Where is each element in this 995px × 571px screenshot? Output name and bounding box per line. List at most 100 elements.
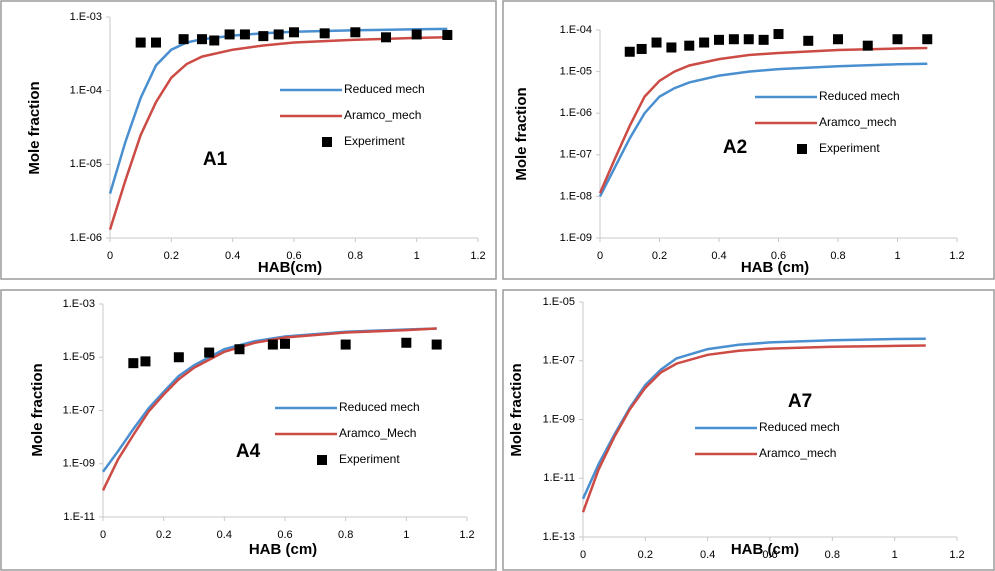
y-tick-label: 1.E-11 <box>543 472 575 484</box>
x-tick-label: 0.2 <box>156 529 171 541</box>
data-point <box>651 37 662 48</box>
x-tick-label: 1 <box>403 529 409 541</box>
x-tick-label: 0 <box>100 529 106 541</box>
data-point <box>758 34 769 45</box>
data-point <box>401 337 412 348</box>
y-tick-label: 1.E-06 <box>70 232 102 244</box>
x-tick-label: 0.4 <box>711 250 726 262</box>
x-tick-label: 1 <box>892 549 898 561</box>
y-tick-label: 1.E-03 <box>70 11 102 23</box>
data-point <box>140 356 151 367</box>
legend-marker <box>797 144 807 154</box>
data-point <box>224 29 235 40</box>
legend-label: Experiment <box>339 452 400 466</box>
x-tick-label: 0.6 <box>771 250 786 262</box>
x-tick-label: 0.2 <box>652 250 667 262</box>
data-point <box>833 34 843 45</box>
x-axis-title: HAB (cm) <box>741 259 809 276</box>
x-tick-label: 0.4 <box>225 250 240 262</box>
y-tick-label: 1.E-05 <box>63 351 95 363</box>
panel-frame <box>502 289 995 571</box>
y-tick-label: 1.E-07 <box>560 149 592 161</box>
annotation: A2 <box>723 137 747 158</box>
y-tick-label: 1.E-09 <box>63 458 95 470</box>
data-point <box>178 34 189 45</box>
y-axis-title: Mole fraction <box>513 87 530 180</box>
data-point <box>773 29 784 40</box>
data-point <box>862 40 873 51</box>
data-point <box>442 29 453 40</box>
data-point <box>289 27 299 38</box>
x-tick-label: 0 <box>580 549 586 561</box>
x-tick-label: 1.2 <box>459 529 474 541</box>
x-tick-label: 0.8 <box>830 250 845 262</box>
panel-frame <box>502 0 995 280</box>
data-point <box>666 42 677 53</box>
x-tick-label: 1 <box>894 250 900 262</box>
data-point <box>128 358 139 369</box>
x-tick-label: 0.6 <box>277 529 292 541</box>
data-point <box>173 352 184 363</box>
y-axis-title: Mole fraction <box>29 363 46 456</box>
x-tick-label: 0.2 <box>164 250 179 262</box>
x-tick-label: 1 <box>414 250 420 262</box>
data-point <box>204 347 215 358</box>
x-tick-label: 0.6 <box>286 250 301 262</box>
data-point <box>624 46 635 57</box>
legend-marker <box>322 137 332 147</box>
y-axis-title: Mole fraction <box>508 363 525 456</box>
y-tick-label: 1.E-04 <box>70 85 102 97</box>
legend-label: Reduced mech <box>759 420 840 434</box>
legend-label: Aramco_mech <box>344 108 421 122</box>
y-tick-label: 1.E-09 <box>560 232 592 244</box>
data-point <box>728 34 739 45</box>
data-point <box>350 27 361 38</box>
data-point <box>636 43 647 54</box>
legend-label: Reduced mech <box>819 89 900 103</box>
y-tick-label: 1.E-13 <box>543 531 575 543</box>
x-tick-label: 0 <box>597 250 603 262</box>
data-point <box>319 28 330 39</box>
y-tick-label: 1.E-11 <box>63 511 95 523</box>
y-tick-label: 1.E-07 <box>543 355 575 367</box>
data-point <box>411 29 422 40</box>
y-tick-label: 1.E-05 <box>543 296 575 308</box>
data-point <box>267 339 278 350</box>
line-series <box>598 62 928 197</box>
legend-label: Experiment <box>344 134 405 148</box>
data-point <box>197 34 207 45</box>
x-axis-title: HAB (cm) <box>249 541 317 558</box>
x-tick-label: 0.2 <box>638 549 653 561</box>
y-tick-label: 1.E-07 <box>63 404 95 416</box>
x-tick-label: 0.4 <box>217 529 232 541</box>
annotation: A4 <box>236 441 261 462</box>
x-tick-label: 0.8 <box>338 529 353 541</box>
data-point <box>803 35 814 46</box>
panel-frame <box>0 0 497 280</box>
y-tick-label: 1.E-05 <box>70 158 102 170</box>
y-tick-label: 1.E-08 <box>560 190 592 202</box>
legend-marker <box>317 455 327 465</box>
data-point <box>340 339 351 350</box>
y-tick-label: 1.E-06 <box>560 107 592 119</box>
data-point <box>209 35 220 46</box>
legend-label: Reduced mech <box>339 400 420 414</box>
x-tick-label: 1.2 <box>949 250 964 262</box>
x-tick-label: 0.8 <box>825 549 840 561</box>
legend-label: Reduced mech <box>344 82 425 96</box>
legend-label: Experiment <box>819 141 880 155</box>
data-point <box>922 34 933 45</box>
line-series <box>581 337 926 500</box>
legend-label: Aramco_Mech <box>339 426 416 440</box>
x-tick-label: 1.2 <box>470 250 485 262</box>
x-axis-title: HAB (cm) <box>731 541 799 558</box>
legend-label: Aramco_mech <box>819 115 896 129</box>
data-point <box>239 29 250 40</box>
line-series <box>101 327 437 491</box>
legend-label: Aramco_mech <box>759 446 836 460</box>
annotation: A7 <box>788 391 812 412</box>
data-point <box>714 34 724 45</box>
x-tick-label: 0 <box>107 250 113 262</box>
data-point <box>684 40 695 51</box>
